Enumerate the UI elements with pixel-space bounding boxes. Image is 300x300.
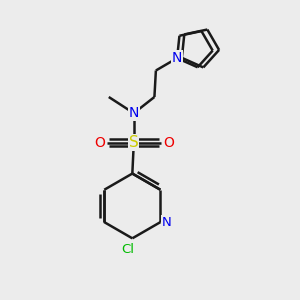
Text: N: N (162, 216, 172, 229)
Text: N: N (129, 106, 139, 120)
Text: O: O (94, 136, 105, 150)
Text: O: O (163, 136, 174, 150)
Text: S: S (129, 135, 139, 150)
Text: Cl: Cl (122, 243, 134, 256)
Text: N: N (172, 51, 182, 65)
